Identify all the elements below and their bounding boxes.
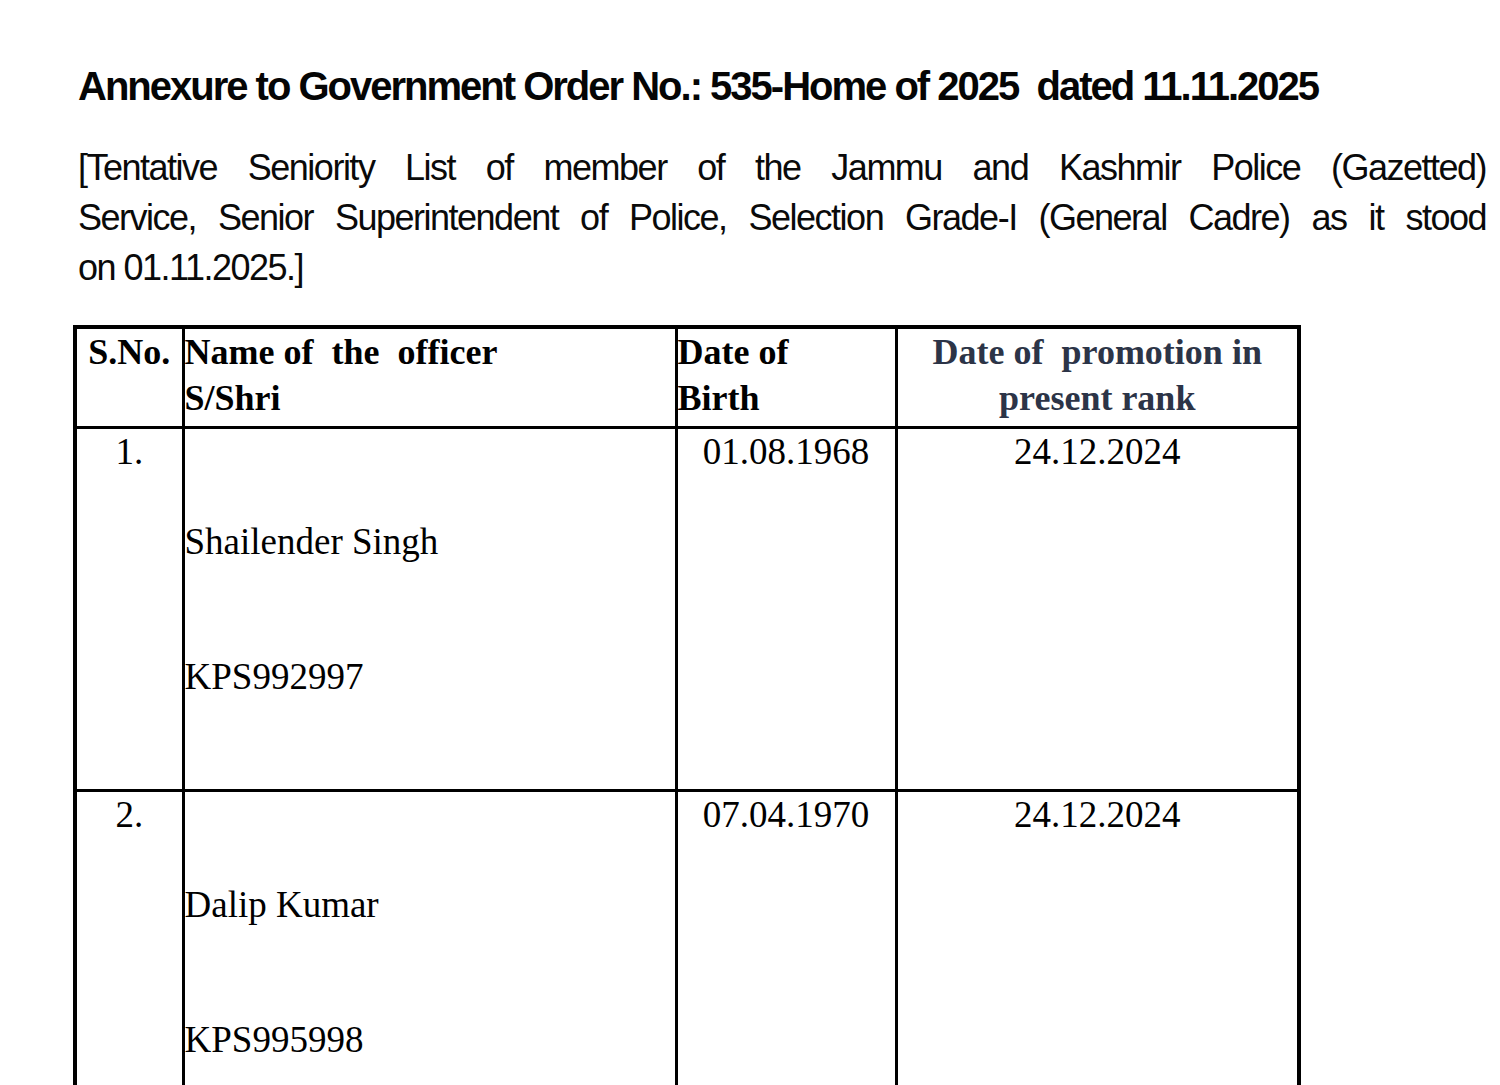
cell-name: Dalip Kumar KPS995998 (183, 790, 676, 1085)
officer-name: Dalip Kumar (185, 882, 675, 927)
cell-sno: 1. (75, 427, 183, 790)
table-header-row: S.No. Name of the officer S/Shri Date of… (75, 327, 1299, 427)
header-promotion: Date of promotion in present rank (896, 327, 1299, 427)
page-title: Annexure to Government Order No.: 535-Ho… (78, 64, 1318, 109)
seniority-table: S.No. Name of the officer S/Shri Date of… (73, 325, 1301, 1085)
intro-line: [Tentative Seniority List of member of t… (78, 143, 1486, 193)
officer-service-number: KPS995998 (185, 1017, 675, 1062)
intro-line: on 01.11.2025.] (78, 243, 1486, 293)
intro-paragraph: [Tentative Seniority List of member of t… (78, 143, 1486, 293)
header-dob: Date of Birth (676, 327, 896, 427)
cell-dob: 07.04.1970 (676, 790, 896, 1085)
header-sno: S.No. (75, 327, 183, 427)
cell-sno: 2. (75, 790, 183, 1085)
table-row: 1. Shailender Singh KPS992997 01.08.1968… (75, 427, 1299, 790)
table-row: 2. Dalip Kumar KPS995998 07.04.1970 24.1… (75, 790, 1299, 1085)
officer-name: Shailender Singh (185, 519, 675, 564)
cell-promotion: 24.12.2024 (896, 790, 1299, 1085)
cell-dob: 01.08.1968 (676, 427, 896, 790)
cell-name: Shailender Singh KPS992997 (183, 427, 676, 790)
intro-line: Service, Senior Superintendent of Police… (78, 193, 1486, 243)
officer-service-number: KPS992997 (185, 654, 675, 699)
header-name: Name of the officer S/Shri (183, 327, 676, 427)
cell-promotion: 24.12.2024 (896, 427, 1299, 790)
